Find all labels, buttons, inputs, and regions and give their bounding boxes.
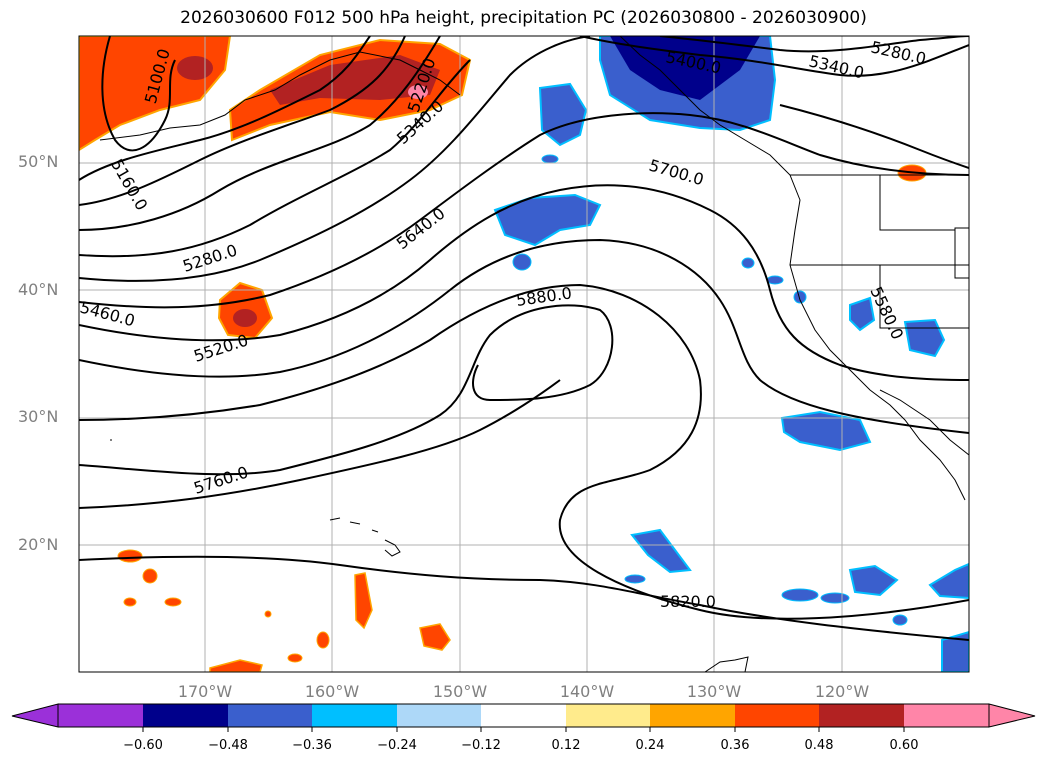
colorbar-tick-label: 0.48 — [804, 738, 834, 753]
contour-label: 5700.0 — [647, 156, 706, 190]
contour-label: 5400.0 — [664, 47, 723, 77]
colorbar-segment — [58, 704, 144, 727]
lat-label-50n: 50°N — [18, 152, 59, 171]
colorbar-segment — [143, 704, 229, 727]
contour-label: 5520.0 — [191, 330, 250, 365]
contour-label: 5280.0 — [869, 37, 928, 68]
map-frame — [78, 35, 970, 673]
map-gridlines — [79, 36, 969, 672]
colorbar-tick-label: 0.24 — [635, 738, 665, 753]
lat-label-20n: 20°N — [18, 535, 59, 554]
colorbar-segment — [481, 704, 567, 727]
lat-label-30n: 30°N — [18, 407, 59, 426]
colorbar-segment — [735, 704, 821, 727]
colorbar-segment — [312, 704, 398, 727]
colorbar-tick-label: 0.60 — [889, 738, 919, 753]
colorbar-tick-label: 0.36 — [720, 738, 750, 753]
colorbar-tick-label: 0.12 — [551, 738, 581, 753]
coastlines — [99, 36, 969, 672]
contour-label: 5220.0 — [404, 56, 439, 115]
colorbar-segment — [819, 704, 905, 727]
contour-label: 5880.0 — [515, 283, 573, 310]
colorbar-segment — [228, 704, 314, 727]
precip-positive-areas — [79, 36, 927, 672]
contour-label: 5340.0 — [393, 96, 447, 148]
contour-label: 5340.0 — [807, 51, 866, 82]
colorbar-segment — [650, 704, 736, 727]
contour-label: 5760.0 — [191, 462, 250, 497]
lon-label-130w: 130°W — [686, 682, 742, 701]
colorbar-max-arrow — [988, 703, 1036, 728]
colorbar-tick-label: −0.60 — [123, 738, 163, 753]
contour-label: 5280.0 — [180, 240, 239, 275]
colorbar — [11, 703, 1036, 732]
colorbar-min-arrow — [11, 703, 59, 728]
contour-label: 5460.0 — [78, 298, 137, 331]
contour-label-layer: 5100.0 5160.0 5220.0 5280.0 5340.0 5400.… — [78, 37, 928, 611]
colorbar-tick-label: −0.36 — [292, 738, 332, 753]
colorbar-segment — [566, 704, 652, 727]
lon-label-150w: 150°W — [432, 682, 488, 701]
colorbar-segment — [904, 704, 990, 727]
colorbar-tick-label: −0.12 — [461, 738, 501, 753]
map-title: 2026030600 F012 500 hPa height, precipit… — [180, 8, 867, 28]
contour-label: 5100.0 — [141, 47, 174, 106]
lat-label-40n: 40°N — [18, 280, 59, 299]
contour-label: 5160.0 — [107, 156, 151, 214]
contour-label: 5640.0 — [393, 204, 449, 253]
contour-label: 5820.0 — [660, 592, 716, 611]
lon-label-120w: 120°W — [814, 682, 870, 701]
colorbar-tick-label: −0.24 — [377, 738, 417, 753]
contour-label: 5580.0 — [866, 284, 907, 343]
colorbar-segment — [397, 704, 483, 727]
lon-label-170w: 170°W — [177, 682, 233, 701]
lon-label-140w: 140°W — [559, 682, 615, 701]
colorbar-tick-label: −0.48 — [208, 738, 248, 753]
lon-label-160w: 160°W — [304, 682, 360, 701]
height-contours — [79, 36, 969, 641]
precip-negative-areas — [493, 36, 969, 672]
